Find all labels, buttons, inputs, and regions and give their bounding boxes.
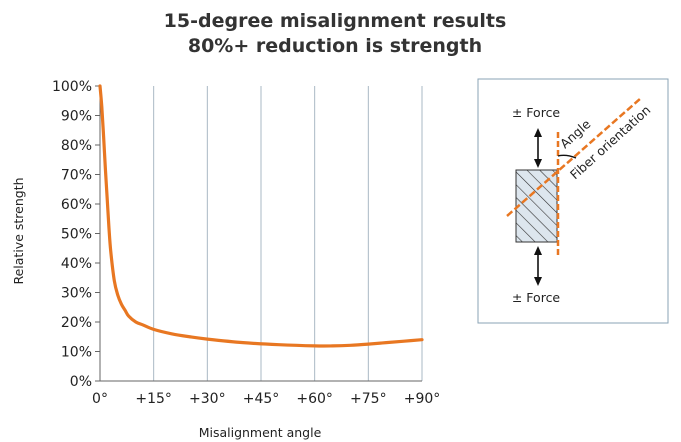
chart-title-line-2: 80%+ reduction is strength xyxy=(188,35,482,57)
force-label-bottom: ± Force xyxy=(512,290,561,305)
y-tick-label: 40% xyxy=(61,256,92,272)
y-tick-label: 10% xyxy=(61,345,92,361)
x-tick-label: +75° xyxy=(350,391,387,407)
x-tick-label: +90° xyxy=(404,391,441,407)
y-tick-label: 30% xyxy=(61,286,92,302)
y-tick-label: 20% xyxy=(61,315,92,331)
x-axis-label: Misalignment angle xyxy=(199,425,322,440)
force-label-top: ± Force xyxy=(512,105,561,120)
specimen-block xyxy=(515,169,558,243)
y-axis-ticks: 0% 10% 20% 30% 40% 50% 60% 70% 80% 90% 100% xyxy=(52,79,100,390)
force-arrowhead-bottom-up xyxy=(534,246,542,255)
series-line-relative-strength xyxy=(98,84,424,348)
y-tick-label: 80% xyxy=(61,138,92,154)
angle-arc xyxy=(557,154,577,159)
y-tick-label: 100% xyxy=(52,79,92,95)
fiber-misalignment-diagram: ± Force ± Force Angle Fiber orientation xyxy=(477,78,669,324)
diagram-frame xyxy=(477,78,669,324)
y-tick-label: 70% xyxy=(61,168,92,184)
x-tick-label: +60° xyxy=(296,391,333,407)
y-tick-label: 0% xyxy=(70,374,92,390)
plot-series xyxy=(98,84,424,348)
y-tick-label: 60% xyxy=(61,197,92,213)
x-tick-label: +45° xyxy=(243,391,280,407)
x-tick-label: +30° xyxy=(189,391,226,407)
x-axis-ticks: 0° +15° +30° +45° +60° +75° +90° xyxy=(92,391,440,407)
x-tick-label: 0° xyxy=(92,391,108,407)
force-arrowhead-bottom-down xyxy=(534,277,542,286)
y-tick-label: 50% xyxy=(61,227,92,243)
y-tick-label: 90% xyxy=(61,109,92,125)
force-arrowhead-top-down xyxy=(534,159,542,168)
chart-title-line-1: 15-degree misalignment results xyxy=(164,10,507,32)
force-arrowhead-top-up xyxy=(534,128,542,137)
x-tick-label: +15° xyxy=(135,391,172,407)
plot-grid xyxy=(153,86,423,381)
y-axis-label: Relative strength xyxy=(11,177,26,284)
